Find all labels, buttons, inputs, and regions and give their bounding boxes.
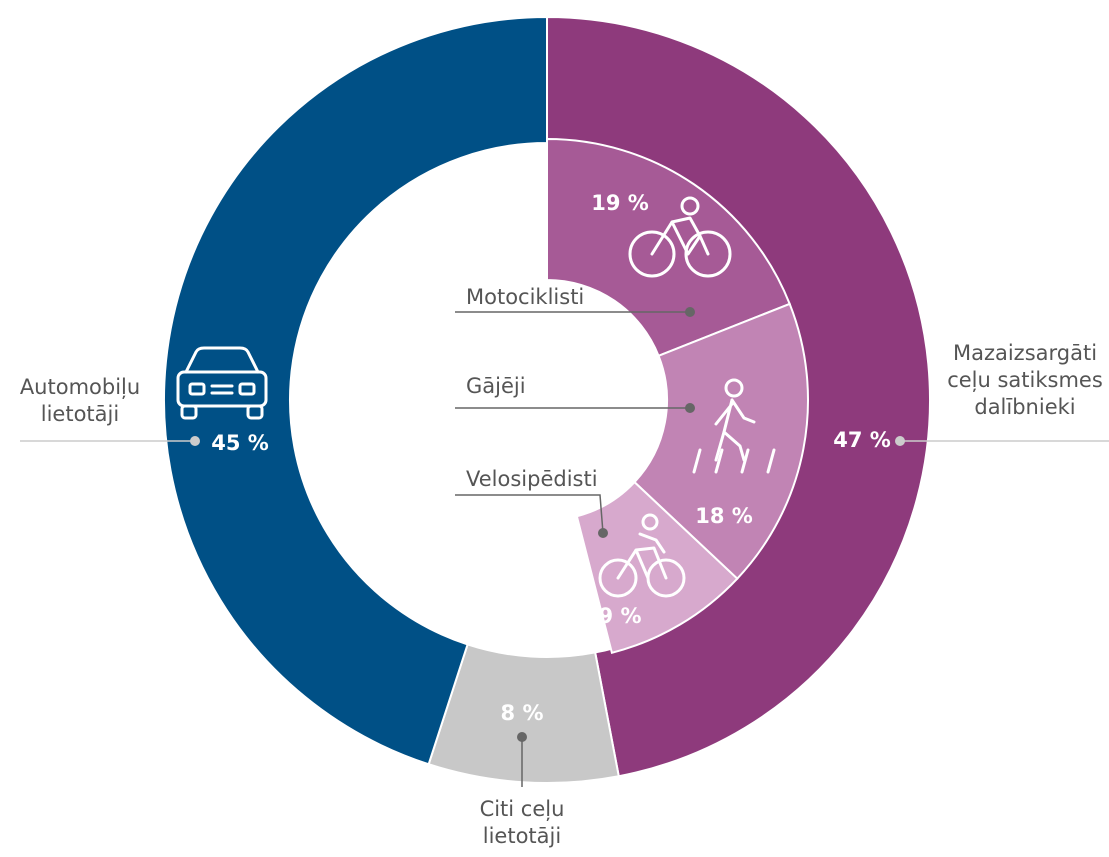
- leader-dot: [598, 528, 608, 538]
- pedestrian-icon: [692, 378, 776, 474]
- leader-dot: [685, 403, 695, 413]
- value-label: 9 %: [599, 604, 642, 628]
- segment: [575, 480, 739, 655]
- value-labels: 47 % 8 % 45 % 19 % 18 % 9 %: [211, 191, 891, 725]
- category-label: Automobiļu lietotāji: [19, 375, 141, 426]
- category-label: Mazaizsargāti ceļu satiksmes dalībnieki: [947, 341, 1103, 419]
- value-label: 19 %: [591, 191, 649, 215]
- segment: [546, 137, 791, 358]
- leader-dot: [517, 732, 527, 742]
- category-label: Motociklisti: [466, 285, 585, 309]
- leader-line: [455, 494, 604, 534]
- leaders: [20, 307, 1109, 787]
- value-label: 18 %: [695, 504, 753, 528]
- value-label: 47 %: [833, 428, 891, 452]
- icons: [176, 196, 776, 598]
- category-label: Gājēji: [466, 374, 526, 398]
- category-label: Velosipēdisti: [466, 467, 598, 491]
- leader-dot: [895, 436, 905, 446]
- car-icon: [176, 346, 268, 420]
- value-label: 45 %: [211, 431, 269, 455]
- cyclist-icon: [598, 513, 686, 598]
- bike-icon: [628, 196, 732, 278]
- leader-dot: [685, 307, 695, 317]
- segment: [163, 15, 548, 766]
- leader-dot: [190, 436, 200, 446]
- segments: [163, 15, 931, 784]
- category-label: Citi ceļu lietotāji: [479, 797, 565, 848]
- value-label: 8 %: [501, 701, 544, 725]
